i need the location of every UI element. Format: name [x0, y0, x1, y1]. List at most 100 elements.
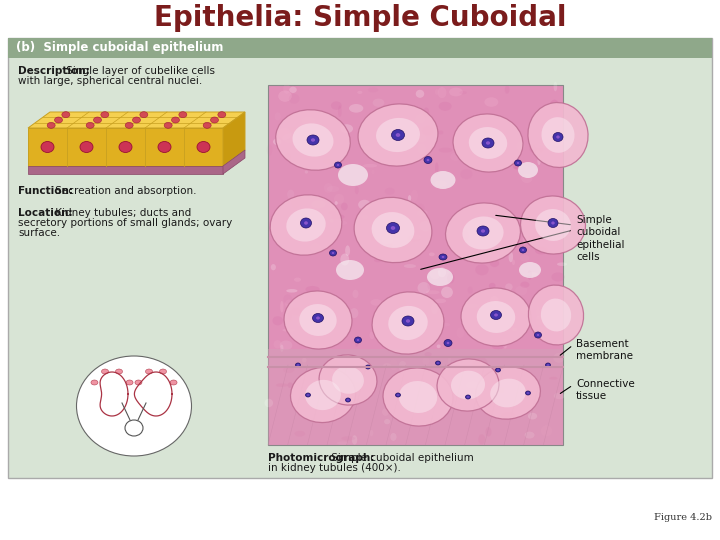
Ellipse shape: [297, 389, 309, 398]
Ellipse shape: [323, 159, 334, 164]
Ellipse shape: [160, 369, 166, 374]
Ellipse shape: [426, 291, 440, 294]
Ellipse shape: [547, 364, 549, 366]
Ellipse shape: [505, 85, 510, 94]
Ellipse shape: [300, 388, 315, 398]
Ellipse shape: [86, 123, 94, 129]
Ellipse shape: [363, 164, 377, 167]
Ellipse shape: [441, 287, 453, 298]
Ellipse shape: [370, 299, 382, 306]
Ellipse shape: [425, 352, 432, 356]
Ellipse shape: [349, 104, 364, 113]
Text: in kidney tubules (400×).: in kidney tubules (400×).: [268, 463, 401, 473]
Ellipse shape: [438, 147, 452, 153]
Ellipse shape: [305, 225, 314, 230]
Polygon shape: [223, 150, 245, 174]
Ellipse shape: [289, 94, 300, 104]
Ellipse shape: [341, 202, 348, 211]
Ellipse shape: [341, 253, 349, 266]
Ellipse shape: [287, 289, 297, 293]
Ellipse shape: [400, 301, 406, 308]
Ellipse shape: [550, 139, 564, 146]
Ellipse shape: [370, 229, 374, 241]
Ellipse shape: [554, 82, 557, 91]
Ellipse shape: [515, 166, 518, 170]
Ellipse shape: [395, 393, 400, 397]
Ellipse shape: [544, 306, 550, 315]
Ellipse shape: [417, 134, 426, 142]
Ellipse shape: [423, 357, 430, 364]
Ellipse shape: [490, 310, 502, 320]
Ellipse shape: [515, 160, 521, 166]
Text: Simple cuboidal epithelium: Simple cuboidal epithelium: [328, 453, 474, 463]
Ellipse shape: [448, 356, 451, 367]
Ellipse shape: [541, 425, 552, 436]
Polygon shape: [28, 112, 245, 128]
Ellipse shape: [535, 144, 549, 148]
Ellipse shape: [439, 254, 447, 260]
Ellipse shape: [464, 303, 479, 308]
Ellipse shape: [334, 194, 344, 204]
Ellipse shape: [297, 364, 299, 366]
Ellipse shape: [492, 343, 505, 349]
Ellipse shape: [285, 300, 294, 308]
Ellipse shape: [553, 353, 564, 363]
Ellipse shape: [311, 138, 315, 141]
Ellipse shape: [270, 195, 342, 255]
Ellipse shape: [283, 367, 294, 373]
Polygon shape: [223, 112, 245, 166]
Ellipse shape: [283, 84, 290, 94]
Ellipse shape: [548, 219, 558, 227]
Ellipse shape: [446, 342, 449, 344]
Ellipse shape: [446, 203, 521, 263]
Ellipse shape: [41, 141, 54, 152]
Ellipse shape: [358, 104, 438, 166]
Ellipse shape: [279, 340, 292, 350]
Ellipse shape: [482, 138, 494, 148]
Ellipse shape: [91, 380, 98, 385]
Ellipse shape: [292, 198, 300, 208]
Ellipse shape: [507, 319, 514, 322]
Ellipse shape: [553, 132, 563, 141]
Ellipse shape: [435, 89, 438, 95]
Ellipse shape: [145, 369, 153, 374]
Ellipse shape: [297, 314, 304, 320]
Ellipse shape: [477, 226, 489, 236]
Ellipse shape: [197, 141, 210, 152]
Ellipse shape: [535, 247, 548, 254]
Ellipse shape: [374, 259, 382, 262]
Ellipse shape: [311, 200, 325, 208]
Ellipse shape: [462, 230, 469, 242]
Ellipse shape: [557, 340, 564, 346]
Ellipse shape: [284, 294, 292, 304]
Ellipse shape: [275, 112, 281, 120]
Ellipse shape: [331, 102, 342, 110]
Ellipse shape: [366, 365, 371, 369]
Ellipse shape: [527, 392, 529, 394]
Ellipse shape: [383, 363, 391, 368]
Polygon shape: [28, 128, 223, 166]
Ellipse shape: [489, 283, 495, 289]
Ellipse shape: [307, 394, 309, 396]
Ellipse shape: [55, 117, 63, 123]
Ellipse shape: [302, 117, 315, 125]
Text: secretory portions of small glands; ovary: secretory portions of small glands; ovar…: [18, 218, 233, 228]
Text: surface.: surface.: [18, 228, 60, 238]
Ellipse shape: [519, 262, 541, 278]
Ellipse shape: [135, 380, 142, 385]
Ellipse shape: [170, 380, 177, 385]
Ellipse shape: [524, 163, 535, 166]
Ellipse shape: [418, 144, 426, 154]
Ellipse shape: [312, 314, 323, 322]
Ellipse shape: [360, 227, 368, 239]
Ellipse shape: [101, 112, 109, 118]
Ellipse shape: [487, 410, 493, 414]
Ellipse shape: [307, 157, 312, 161]
Ellipse shape: [330, 214, 344, 220]
Ellipse shape: [533, 310, 543, 319]
Ellipse shape: [483, 382, 497, 393]
Text: Simple
cuboidal
epithelial
cells: Simple cuboidal epithelial cells: [576, 215, 624, 262]
Ellipse shape: [516, 141, 524, 151]
Ellipse shape: [466, 381, 480, 389]
Ellipse shape: [285, 153, 291, 161]
